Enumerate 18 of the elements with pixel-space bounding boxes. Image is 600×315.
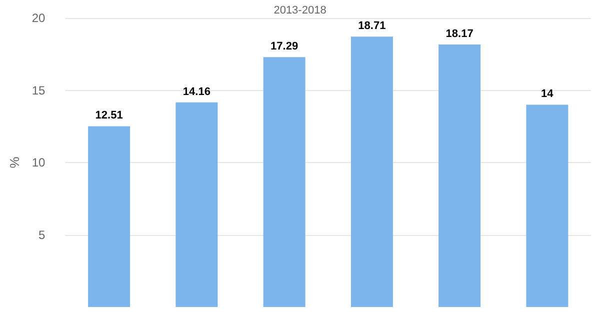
chart-subtitle: 2013-2018 bbox=[274, 4, 326, 16]
y-axis-title: % bbox=[7, 156, 22, 168]
data-label: 14.16 bbox=[182, 86, 210, 98]
data-label: 12.51 bbox=[95, 110, 123, 122]
bar bbox=[88, 126, 130, 307]
bar bbox=[526, 104, 568, 307]
bar bbox=[263, 57, 306, 307]
y-tick-label: 5 bbox=[38, 228, 46, 242]
data-label: 17.29 bbox=[270, 40, 298, 53]
bar bbox=[438, 44, 481, 307]
data-label: 18.71 bbox=[358, 20, 386, 32]
y-tick-label: 20 bbox=[32, 11, 46, 25]
bar bbox=[176, 102, 218, 307]
data-label: 18.17 bbox=[446, 28, 474, 40]
bar bbox=[350, 36, 393, 307]
y-tick-label: 10 bbox=[32, 156, 46, 170]
y-tick-label: 15 bbox=[32, 83, 46, 98]
data-label: 14 bbox=[541, 88, 554, 100]
